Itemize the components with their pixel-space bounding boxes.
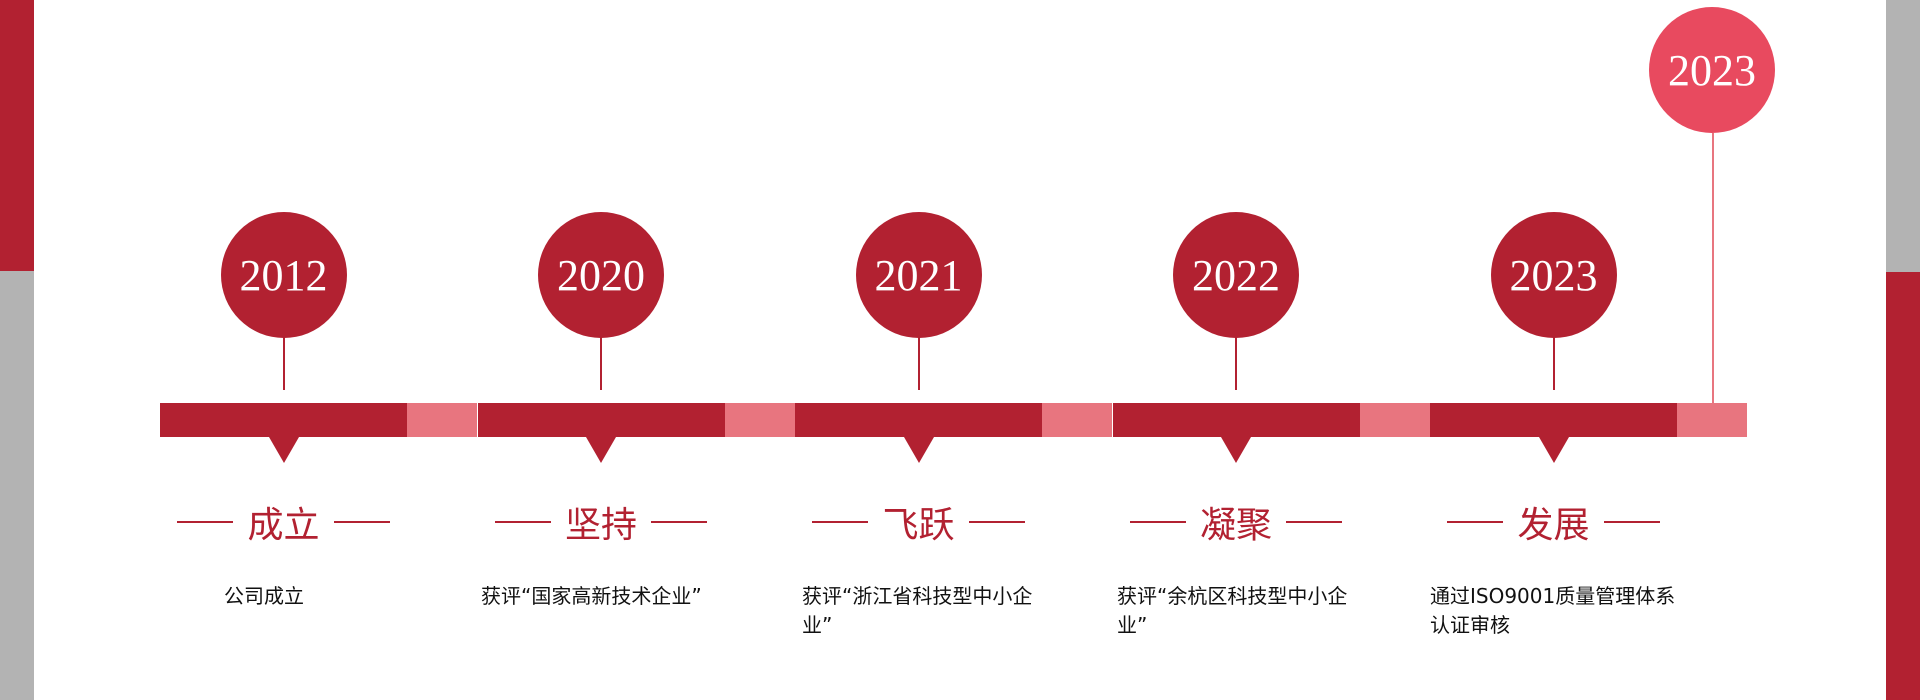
dash-right: [651, 521, 707, 523]
latest-stem: [1712, 133, 1714, 403]
year-label: 2023: [1509, 250, 1598, 300]
dash-left: [1129, 521, 1186, 523]
milestone-title-text: 坚持: [564, 505, 637, 546]
year-bubble: 2023: [1490, 212, 1617, 338]
timeline-segment: [795, 403, 1042, 437]
year-label: 2021: [874, 250, 963, 300]
latest-year-bubble: 2023: [1649, 7, 1775, 133]
year-stem: [1235, 336, 1237, 390]
dash-right: [333, 521, 390, 523]
year-stem: [282, 336, 285, 390]
year-bubble: 2021: [855, 212, 982, 338]
milestone-title: 凝聚: [1106, 496, 1366, 548]
timeline-gap-segment: [724, 403, 795, 437]
right-accent-bar-red: [1886, 272, 1920, 700]
year-label: 2022: [1192, 250, 1280, 300]
milestone-description: 公司成立: [224, 584, 304, 608]
dash-right: [1286, 521, 1342, 523]
timeline-segment: [1112, 403, 1360, 437]
milestone-description: 获评“余杭区科技型中小企业”: [1117, 584, 1348, 637]
milestone-title-text: 发展: [1517, 505, 1590, 546]
left-accent-bar-red: [0, 0, 34, 271]
milestone-description: 通过ISO9001质量管理体系认证审核: [1430, 584, 1676, 637]
milestone-title: 成立: [154, 496, 414, 548]
pointer-triangle: [903, 437, 934, 463]
timeline-gap-segment: [1042, 403, 1112, 437]
pointer-triangle: [1221, 437, 1251, 463]
year-stem: [917, 336, 920, 390]
pointer-triangle: [268, 437, 299, 463]
dash-left: [812, 521, 869, 523]
latest-year: 2023: [1668, 45, 1756, 95]
right-accent-bar-gray: [1886, 0, 1920, 272]
milestone-title: 坚持: [471, 496, 731, 548]
timeline-segment: [1430, 403, 1677, 437]
milestone-description: 获评“浙江省科技型中小企业”: [802, 584, 1033, 637]
milestone-description: 获评“国家高新技术企业”: [481, 584, 702, 608]
pointer-triangle: [586, 437, 616, 463]
milestone-title-text: 成立: [247, 505, 320, 546]
dash-left: [494, 521, 551, 523]
milestone-title: 飞跃: [789, 496, 1049, 548]
timeline-segment: [477, 403, 725, 437]
left-accent-bar-gray: [0, 271, 34, 700]
dash-right: [968, 521, 1025, 523]
dash-right: [1603, 521, 1660, 523]
milestone-title: 发展: [1424, 496, 1684, 548]
pointer-triangle: [1538, 437, 1569, 463]
timeline-gap-segment: [407, 403, 477, 437]
timeline-gap-segment: [1359, 403, 1430, 437]
year-stem: [600, 336, 602, 390]
year-bubble: 2020: [538, 212, 664, 338]
timeline-segment: [160, 403, 407, 437]
year-stem: [1552, 336, 1555, 390]
milestone-title-text: 飞跃: [882, 505, 955, 546]
year-bubble: 2012: [220, 212, 347, 338]
year-bubble: 2022: [1173, 212, 1299, 338]
milestone-title-text: 凝聚: [1199, 505, 1272, 546]
dash-left: [1447, 521, 1504, 523]
year-label: 2012: [239, 250, 328, 300]
timeline-gap-segment: [1677, 403, 1747, 437]
dash-left: [177, 521, 234, 523]
year-label: 2020: [557, 250, 645, 300]
